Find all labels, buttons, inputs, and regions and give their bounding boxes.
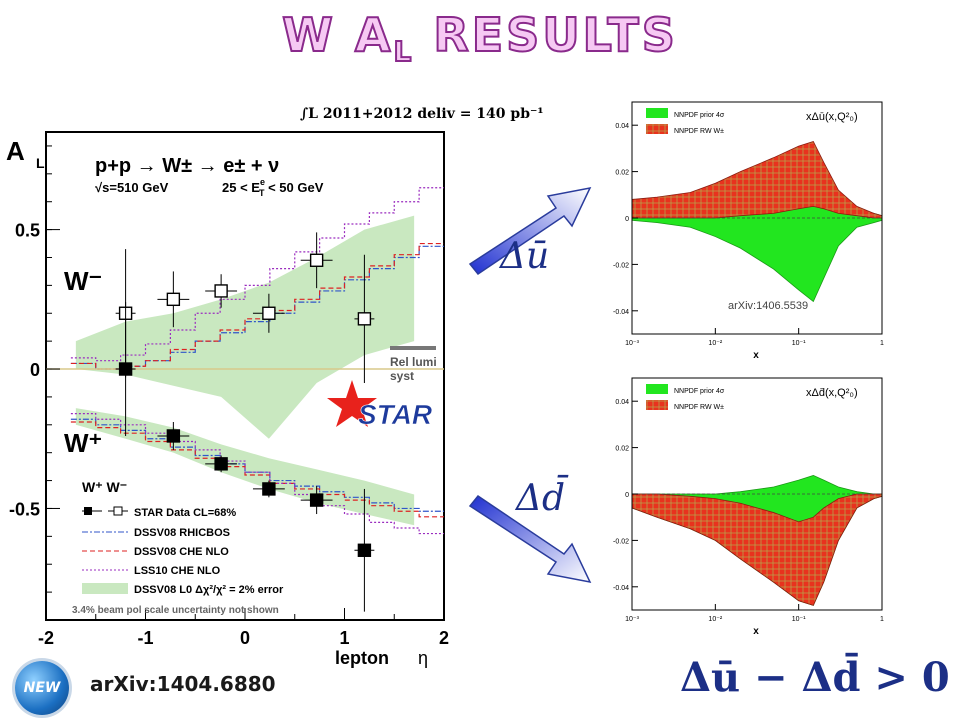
x-tick-label: 1 [339,628,349,648]
x-axis-label: x [753,350,759,361]
legend-band [82,583,128,594]
arrow-lower-label: Δd̄ [516,478,566,519]
slide-title: W AL RESULTS [281,7,678,69]
data-point [214,457,228,471]
data-point [309,253,324,267]
theory-curve [70,418,444,512]
legend-item: NNPDF RW W± [674,128,724,135]
x-tick-label: 10⁻¹ [792,616,806,623]
y-tick-label: 0.04 [615,123,629,130]
x-tick-label: -2 [38,628,54,648]
legend-item: NNPDF RW W± [674,404,724,411]
y-axis-label: A [6,136,25,166]
y-tick-label: 0.02 [615,170,629,177]
x-axis-label-eta: η [418,648,428,668]
y-tick-label: 0 [625,216,629,223]
x-tick-label: 10⁻³ [625,616,639,623]
arrow-down-right-icon [468,494,592,584]
legend-swatch [646,400,668,410]
star-logo-text: STAR [358,399,433,430]
legend-item: LSS10 CHE NLO [134,565,221,577]
x-tick-label: 1 [880,340,884,347]
x-axis-label: x [753,626,759,637]
new-badge: NEW [15,661,69,715]
y-tick-label: -0.02 [613,538,629,545]
panel-bottom-chart: 0.04 0.02 0 -0.02 -0.04 10⁻³ 10⁻² 10⁻¹ 1 x xΔd̄(x,… [596,368,890,640]
rel-lumi-syst: syst [390,369,414,383]
footnote: 3.4% beam pol scale uncertainty not show… [72,605,279,616]
et-cut-label: 25 < Ee T < 50 GeV [222,177,324,198]
legend-item: STAR Data CL=68% [134,507,236,519]
legend-header: W⁺ W⁻ [82,479,127,495]
arrow-lower [468,494,592,584]
legend-marker-open [113,506,123,516]
legend-item: NNPDF prior 4σ [674,112,725,119]
rel-lumi-label: Rel lumi [390,355,437,369]
data-point [357,312,372,326]
y-tick-label: 0.04 [615,399,629,406]
data-point [357,543,372,557]
al-chart: -2 -1 0 1 2 0.5 0 -0.5 A L p+p → W± → e± + ν √s… [6,131,449,668]
y-axis-label-sub: L [36,155,45,171]
y-tick-label: -0.04 [613,585,629,592]
x-tick-label: 10⁻¹ [792,340,806,347]
w-minus-label: W⁻ [64,266,102,296]
w-plus-label: W⁺ [64,428,102,458]
data-point [166,292,181,307]
star-icon [327,380,377,427]
legend: STAR Data CL=68% DSSV08 RHICBOS DSSV08 C… [82,506,284,596]
legend-swatch [646,124,668,134]
x-tick-label: -1 [137,628,153,648]
y-tick-label: 0.02 [615,446,629,453]
theory-curve [70,413,444,535]
y-tick-label: -0.04 [613,309,629,316]
y-tick-label: 0.5 [15,221,40,241]
y-tick-label: 0 [30,360,40,380]
data-point [262,306,276,320]
data-point [118,362,133,376]
legend-marker-filled [84,507,92,515]
x-tick-label: 1 [880,616,884,623]
theory-curve [70,421,444,518]
luminosity-label: ∫L 2011+2012 deliv = 140 pb⁻¹ [300,106,544,122]
legend-swatch [646,108,668,118]
arxiv-right: arXiv:1406.5539 [728,300,809,312]
arrow-upper-label: Δū [500,236,550,277]
rel-lumi-bar [390,346,436,350]
y-tick-label: 0 [625,492,629,499]
legend-swatch [646,384,668,394]
theory-curve [70,187,444,362]
data-point [166,429,181,443]
x-tick-label: 0 [240,628,250,648]
data-point [262,482,276,496]
legend-item: NNPDF prior 4σ [674,388,725,395]
theory-curve [70,242,444,370]
x-tick-label: 10⁻² [708,340,722,347]
y-tick-label: -0.5 [9,499,40,519]
data-point [214,284,228,298]
x-tick-label: 2 [439,628,449,648]
x-axis-label: lepton [335,648,389,668]
data-point [309,493,324,507]
inequality: Δū − Δd̄ > 0 [680,654,950,701]
arxiv-left: arXiv:1404.6880 [90,672,276,696]
panel-top-chart: 0.04 0.02 0 -0.02 -0.04 10⁻³ 10⁻² 10⁻¹ 1 x xΔū(x,Q… [596,92,890,364]
y-tick-label: -0.02 [613,262,629,269]
panel-title: xΔd̄(x,Q²₀) [806,387,858,399]
legend-item: DSSV08 RHICBOS [134,527,230,539]
legend-item: DSSV08 L0 Δχ²/χ² = 2% error [134,584,284,596]
arrow-upper [468,186,592,276]
reaction-label: p+p → W± → e± + ν [95,155,279,177]
x-tick-label: 10⁻³ [625,340,639,347]
arrow-up-right-icon [468,186,592,276]
x-tick-label: 10⁻² [708,616,722,623]
theory-curve [70,245,444,370]
panel-title: xΔū(x,Q²₀) [806,111,858,123]
legend-item: DSSV08 CHE NLO [134,546,229,558]
sqrt-s-label: √s=510 GeV [95,180,169,195]
